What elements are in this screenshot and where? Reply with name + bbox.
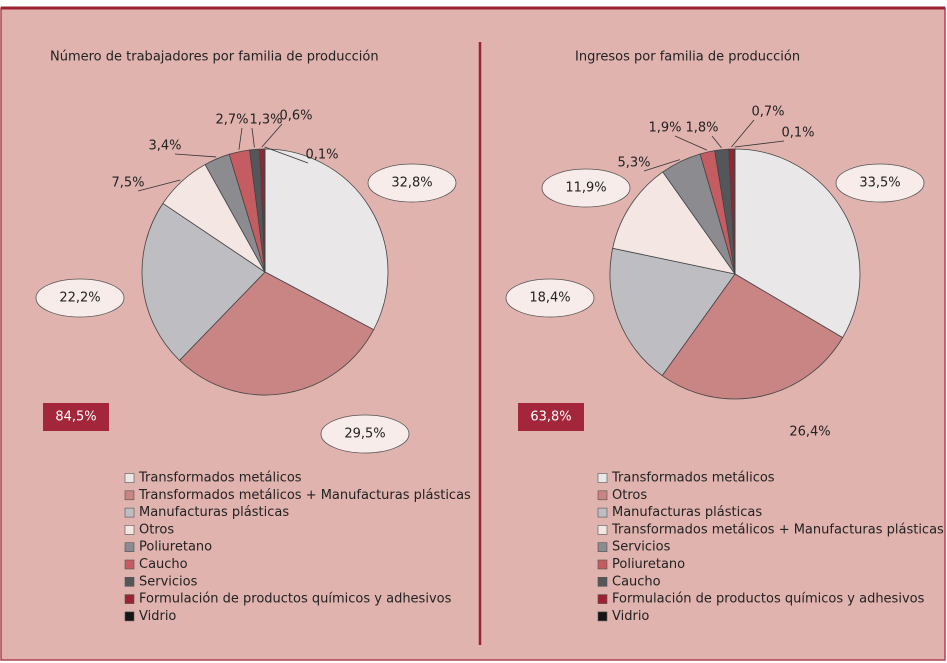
legend-label: Caucho <box>612 574 661 589</box>
label-bubble <box>835 163 925 203</box>
pie-slice <box>612 171 736 275</box>
pie-slice <box>609 247 736 377</box>
leader-line <box>643 159 680 172</box>
value-label: 5,3% <box>617 156 650 171</box>
legend-label: Transformados metálicos <box>611 471 775 486</box>
pie-slice <box>661 273 844 400</box>
value-label: 11,9% <box>565 181 606 196</box>
chart-title: Número de trabajadores por familia de pr… <box>50 50 379 65</box>
legend-swatch <box>124 576 135 587</box>
annotation-box <box>43 403 109 431</box>
legend-label: Otros <box>139 522 174 537</box>
leader-line <box>251 127 255 148</box>
leader-line <box>261 123 283 148</box>
legend-label: Vidrio <box>612 609 649 624</box>
value-label: 26,4% <box>789 425 830 440</box>
legend-label: Otros <box>612 488 647 503</box>
leader-line <box>734 140 785 148</box>
legend-swatch <box>597 542 608 553</box>
label-bubble <box>320 414 410 454</box>
value-label: 22,2% <box>59 291 100 306</box>
legend-label: Servicios <box>139 574 198 589</box>
leader-line <box>174 153 217 158</box>
legend-swatch <box>597 576 608 587</box>
value-label: 7,5% <box>111 176 144 191</box>
legend-swatch <box>597 473 608 483</box>
legend-swatch <box>124 507 135 518</box>
leader-line <box>731 119 755 148</box>
legend-label: Transformados metálicos + Manufacturas p… <box>611 522 944 537</box>
pie-slice <box>141 202 266 361</box>
legend-label: Poliuretano <box>612 557 685 572</box>
legend-swatch <box>597 507 608 518</box>
legend-label: Transformados metálicos + Manufacturas p… <box>138 488 471 503</box>
value-label: 29,5% <box>344 427 385 442</box>
value-label: 33,5% <box>859 176 900 191</box>
leader-line <box>137 179 181 192</box>
legend-label: Formulación de productos químicos y adhe… <box>139 592 452 607</box>
value-label: 0,7% <box>751 105 784 120</box>
legend-label: Formulación de productos químicos y adhe… <box>612 592 925 607</box>
legend-label: Transformados metálicos <box>138 471 302 486</box>
legend-label: Manufacturas plásticas <box>612 505 762 520</box>
value-label: 0,1% <box>781 126 814 141</box>
pie-slice <box>733 148 736 275</box>
value-label: 0,6% <box>279 109 312 124</box>
legend-label: Servicios <box>612 540 671 555</box>
value-label: 3,4% <box>148 139 181 154</box>
annotation: 84,5% <box>55 410 96 425</box>
legend-label: Manufacturas plásticas <box>139 505 289 520</box>
legend-swatch <box>597 594 608 604</box>
value-label: 0,1% <box>305 148 338 163</box>
label-bubble <box>541 168 631 208</box>
value-label: 1,9% <box>648 121 681 136</box>
pie-slice <box>263 148 266 273</box>
value-label: 1,8% <box>685 121 718 136</box>
pie-slice <box>734 148 861 339</box>
legend-swatch <box>597 559 608 570</box>
label-bubble <box>367 163 457 203</box>
value-label: 1,3% <box>249 113 282 128</box>
value-label: 32,8% <box>391 176 432 191</box>
chart-title: Ingresos por familia de producción <box>575 50 800 65</box>
leader-line <box>264 146 309 164</box>
legend-swatch <box>124 594 135 604</box>
label-bubble <box>505 278 595 318</box>
legend-label: Vidrio <box>139 609 176 624</box>
legend-swatch <box>597 490 608 501</box>
value-label: 2,7% <box>215 113 248 128</box>
annotation-box <box>518 403 584 431</box>
pie-slice <box>178 271 375 396</box>
leader-line <box>238 127 243 150</box>
label-bubble <box>35 278 125 318</box>
value-label: 18,4% <box>529 291 570 306</box>
legend-swatch <box>124 525 135 535</box>
leader-line <box>674 135 708 151</box>
legend-swatch <box>597 611 608 622</box>
legend-swatch <box>124 542 135 553</box>
annotation: 63,8% <box>530 410 571 425</box>
legend-swatch <box>124 559 135 570</box>
leader-line <box>711 135 722 148</box>
legend-label: Caucho <box>139 557 188 572</box>
pie-slice <box>264 148 389 331</box>
legend-swatch <box>124 473 135 483</box>
legend-swatch <box>124 611 135 622</box>
legend-swatch <box>597 525 608 535</box>
legend-swatch <box>124 490 135 501</box>
legend-label: Poliuretano <box>139 540 212 555</box>
